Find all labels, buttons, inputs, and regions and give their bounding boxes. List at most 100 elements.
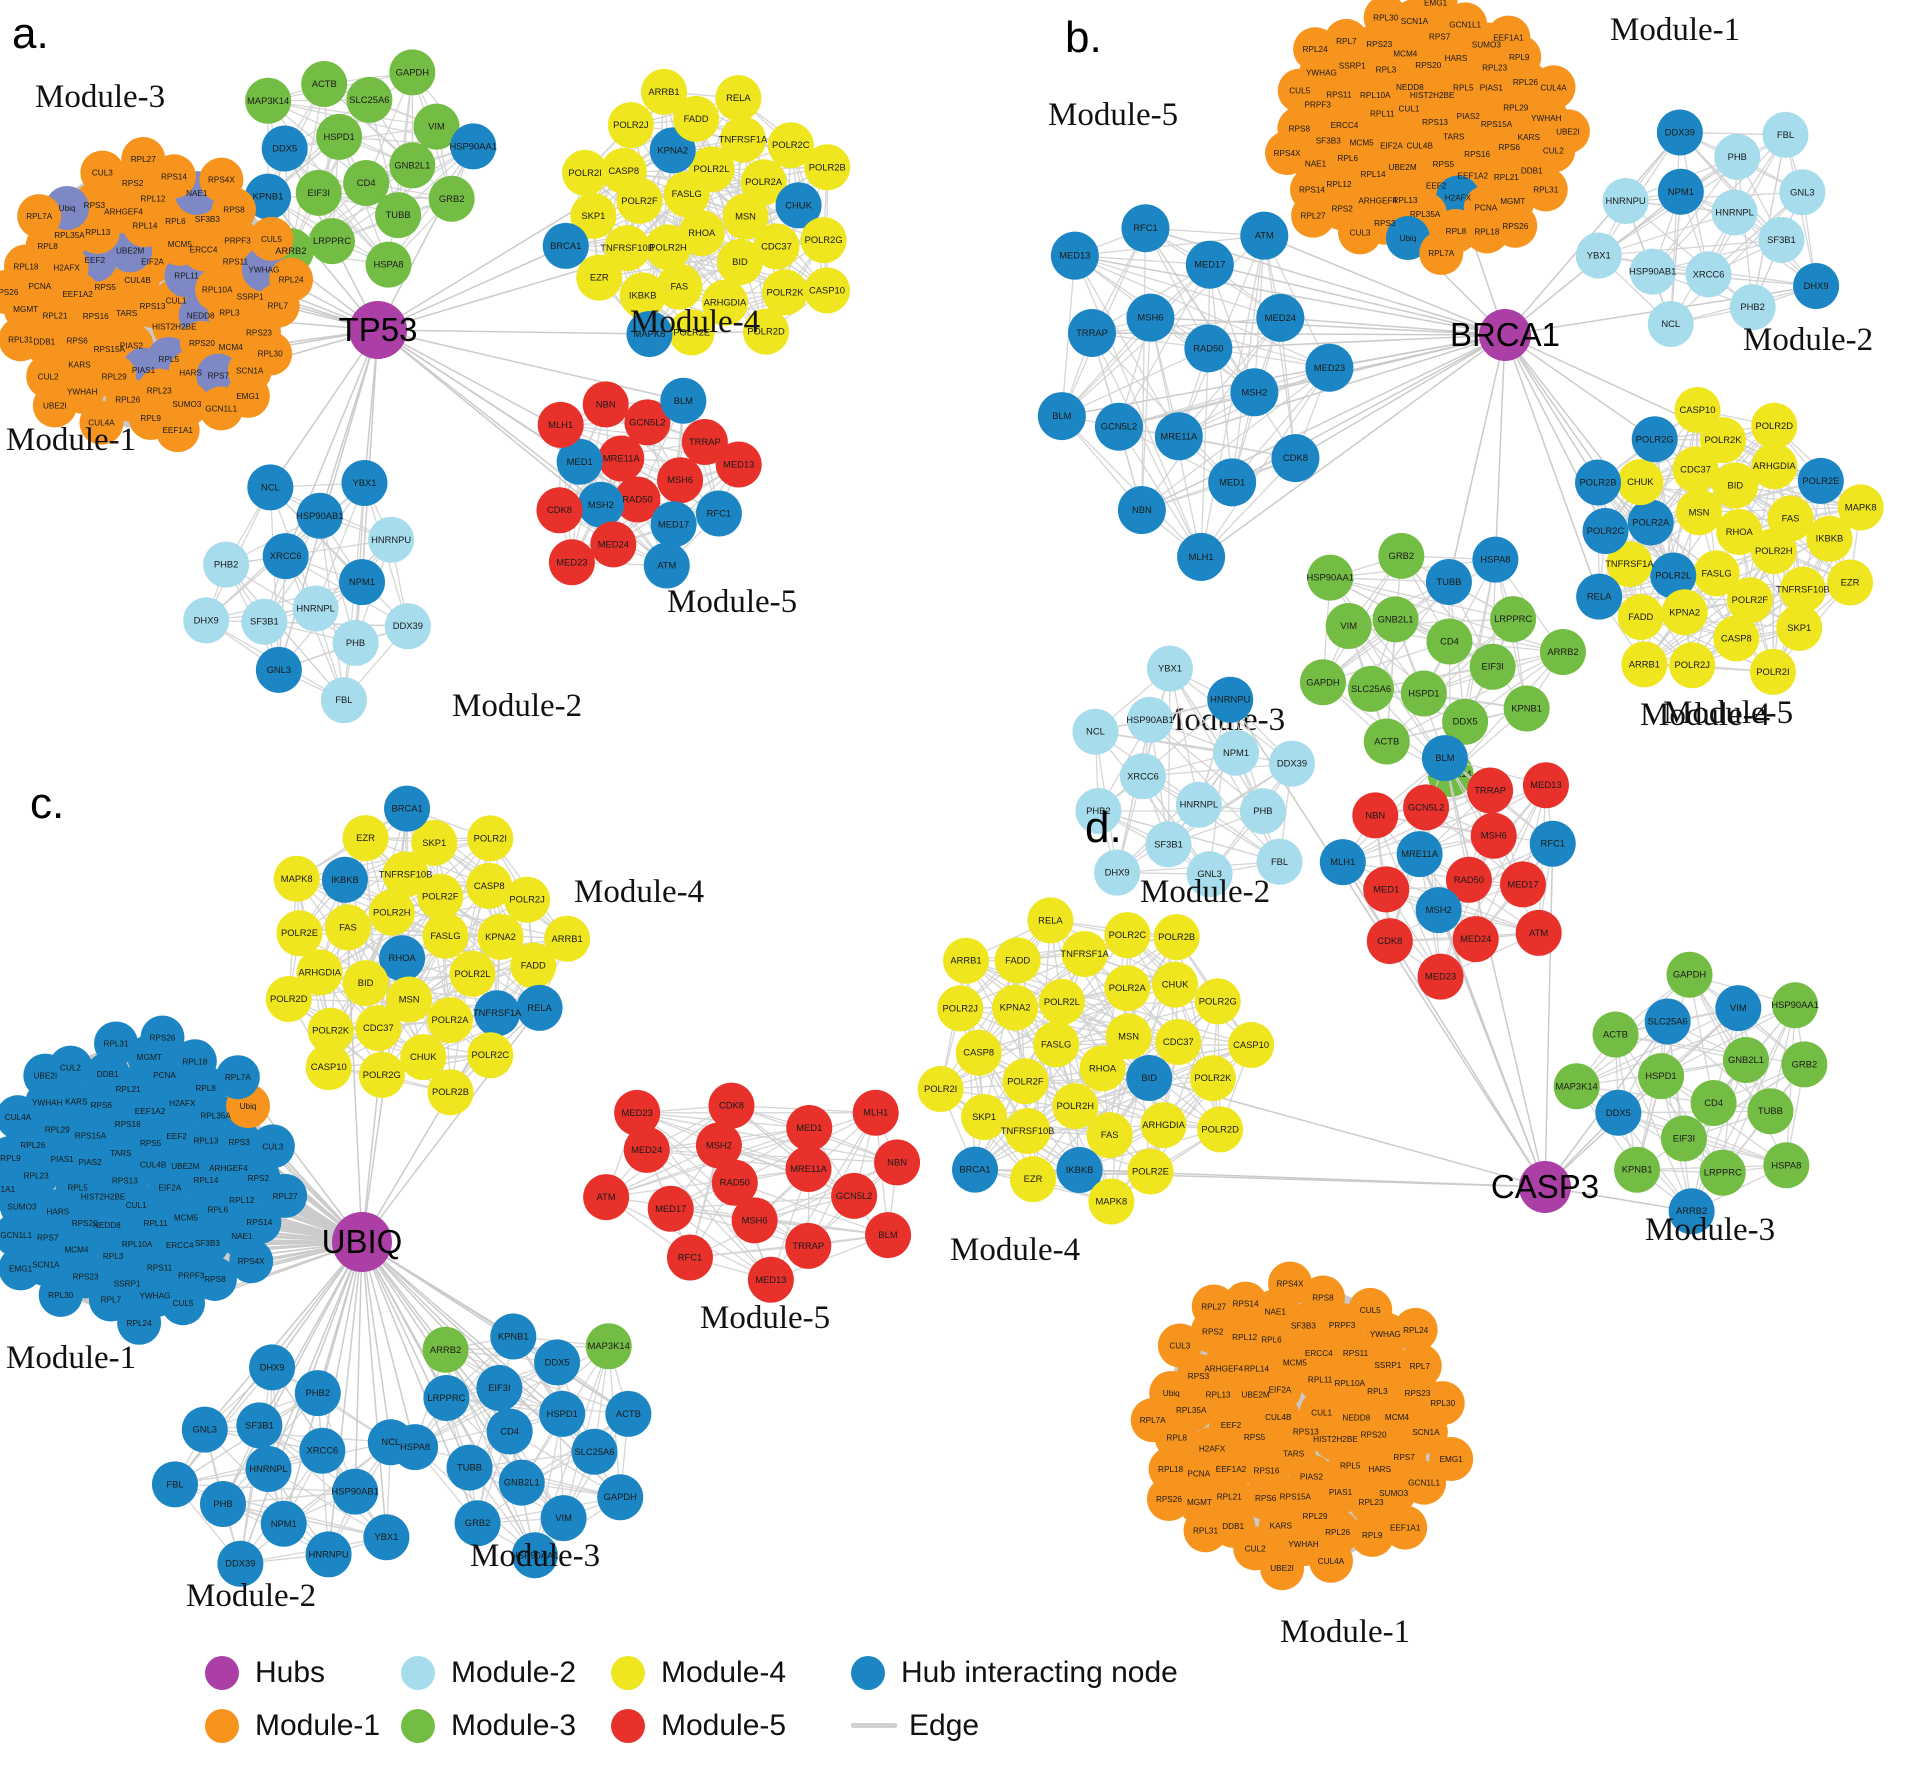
node-label: RPL9 xyxy=(0,1154,21,1163)
node-label: PRPF3 xyxy=(1329,1321,1356,1330)
node-label: FADD xyxy=(1628,611,1653,622)
node xyxy=(1747,1088,1794,1135)
edge xyxy=(1722,1004,1796,1173)
node-label: UBE2I xyxy=(43,401,67,410)
node-label: MED1 xyxy=(567,456,593,467)
node xyxy=(1121,204,1170,253)
edge xyxy=(1167,668,1171,845)
node xyxy=(1223,1281,1268,1326)
edge xyxy=(290,83,325,252)
node xyxy=(1413,0,1458,25)
node-label: ARHGDIA xyxy=(704,297,747,308)
node-label: POLR2H xyxy=(1755,545,1793,556)
edge xyxy=(637,1112,898,1164)
hub-edge xyxy=(204,1241,363,1431)
node-label: HNRNPU xyxy=(309,1548,349,1559)
edge xyxy=(1439,835,1495,977)
node-label: MED1 xyxy=(796,1122,822,1133)
node-label: DDX5 xyxy=(1606,1107,1631,1118)
node xyxy=(1452,916,1499,963)
node-label: RPL18 xyxy=(182,1057,207,1066)
edge xyxy=(1144,227,1255,393)
node-label: PIAS1 xyxy=(1329,1488,1353,1497)
node xyxy=(249,216,294,261)
edge xyxy=(1348,625,1466,723)
edge xyxy=(299,932,446,937)
node xyxy=(215,1055,260,1100)
node-label: HSP90AA1 xyxy=(1771,999,1818,1010)
node-label: RPS13 xyxy=(112,1177,138,1186)
node xyxy=(1699,1149,1746,1196)
node-label: CUL1 xyxy=(126,1201,147,1210)
node-label: RPL29 xyxy=(102,372,127,381)
node xyxy=(831,1172,878,1219)
node-label: GAPDH xyxy=(604,1491,637,1502)
node-label: GCN1L1 xyxy=(0,1231,32,1240)
panel-a: CD4 HSPD1 GNB2L1 EIF3I SLC25A6 TUBB DDX5 VIM LRP… xyxy=(0,9,851,724)
node xyxy=(1300,1275,1345,1320)
node xyxy=(248,331,293,376)
node-label: RPL7A xyxy=(1428,249,1454,258)
node-label: HSPA8 xyxy=(1771,1159,1801,1170)
node xyxy=(1614,1146,1661,1193)
node xyxy=(1130,1398,1175,1443)
node xyxy=(747,1256,794,1303)
edge xyxy=(1025,1080,1221,1131)
node-label: RPL30 xyxy=(48,1291,73,1300)
node xyxy=(577,481,624,528)
node-label: GRB2 xyxy=(1792,1058,1818,1069)
node-label: GCN1L1 xyxy=(1449,20,1481,29)
node-label: RPL10A xyxy=(122,1240,153,1249)
node-label: EEF2 xyxy=(166,1132,187,1141)
node xyxy=(172,1039,217,1084)
node-label: POLR2I xyxy=(474,832,507,843)
node-label: GNB2L1 xyxy=(1728,1054,1764,1065)
node-label: YWHAH xyxy=(32,1099,63,1108)
node-label: MCM4 xyxy=(1393,50,1418,59)
edge xyxy=(1091,317,1281,334)
edge xyxy=(1598,239,1782,257)
node-label: FASLG xyxy=(1041,1038,1071,1049)
cluster-label: Module-5 xyxy=(1048,97,1178,133)
node xyxy=(296,492,343,539)
node-label: MSH2 xyxy=(1426,904,1452,915)
node-label: GRB2 xyxy=(465,1517,491,1528)
node-label: DDX39 xyxy=(1665,126,1695,137)
node-label: RPS23 xyxy=(73,1272,99,1281)
node-label: RPS7 xyxy=(208,372,230,381)
node-label: H2AFX xyxy=(1199,1445,1226,1454)
node xyxy=(666,1234,713,1281)
node-label: MSN xyxy=(399,994,420,1005)
node-label: CUL2 xyxy=(60,1064,81,1073)
node-label: GNL3 xyxy=(1790,186,1815,197)
node xyxy=(0,269,28,314)
node-label: EZR xyxy=(590,272,609,283)
edge xyxy=(1386,651,1564,743)
node xyxy=(199,1480,246,1527)
node-label: MCM4 xyxy=(219,343,244,352)
nodes xyxy=(0,785,921,1587)
node-label: TNFRSF1A xyxy=(473,1007,522,1018)
node xyxy=(1417,953,1464,1000)
node-label: NAE1 xyxy=(1265,1307,1287,1316)
edge xyxy=(1263,235,1297,459)
node-label: RPL27 xyxy=(1301,212,1326,221)
node-label: RPL7 xyxy=(101,1296,122,1305)
node-label: ATM xyxy=(657,560,676,571)
node-label: TNFRSF10B xyxy=(379,868,433,879)
node-label: MED24 xyxy=(631,1144,662,1155)
node xyxy=(1067,309,1116,358)
node-label: RPL9 xyxy=(1509,53,1530,62)
node xyxy=(1185,240,1234,289)
node-label: CUL2 xyxy=(1245,1544,1266,1553)
cluster-label: Module-4 xyxy=(1640,697,1770,733)
legend-item-module1: Module-1 xyxy=(205,1708,401,1743)
node-label: RPL30 xyxy=(1430,1399,1455,1408)
edge xyxy=(1200,367,1330,558)
labels: RPS13 CUL4B CUL1 TARS EIF2A HIST2H2BE RPS5 RPL1… xyxy=(1048,0,1877,779)
node-label: RPS4X xyxy=(208,176,235,185)
node-label: MGMT xyxy=(137,1053,162,1062)
node-label: SUMO3 xyxy=(1472,40,1502,49)
node xyxy=(343,160,390,207)
node-label: POLR2H xyxy=(649,241,687,252)
